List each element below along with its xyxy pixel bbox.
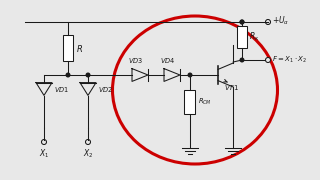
Text: $VD4$: $VD4$ (160, 56, 176, 65)
Circle shape (42, 140, 46, 145)
Bar (185, 90, 196, 114)
Circle shape (266, 57, 270, 62)
Text: $X_2$: $X_2$ (83, 147, 93, 159)
Text: $VT1$: $VT1$ (224, 83, 239, 92)
Circle shape (240, 20, 244, 24)
Circle shape (66, 73, 70, 77)
Circle shape (240, 58, 244, 62)
Text: $+U_{\alpha}$: $+U_{\alpha}$ (272, 15, 289, 27)
Text: $R_{\kappa}$: $R_{\kappa}$ (249, 31, 260, 43)
Text: $VD3$: $VD3$ (128, 56, 144, 65)
Circle shape (86, 73, 90, 77)
Circle shape (85, 140, 91, 145)
Circle shape (240, 20, 244, 24)
Text: $R$: $R$ (76, 42, 83, 53)
Circle shape (188, 73, 192, 77)
Bar (237, 26, 247, 48)
Text: $VD1$: $VD1$ (54, 84, 69, 93)
Text: $F = X_1 \cdot X_2$: $F = X_1 \cdot X_2$ (272, 55, 307, 65)
Text: $X_1$: $X_1$ (39, 147, 49, 159)
Circle shape (266, 19, 270, 24)
Text: $R_{CM}$: $R_{CM}$ (198, 97, 212, 107)
Circle shape (266, 20, 270, 24)
Text: $VD2$: $VD2$ (98, 84, 113, 93)
Bar (63, 35, 73, 61)
